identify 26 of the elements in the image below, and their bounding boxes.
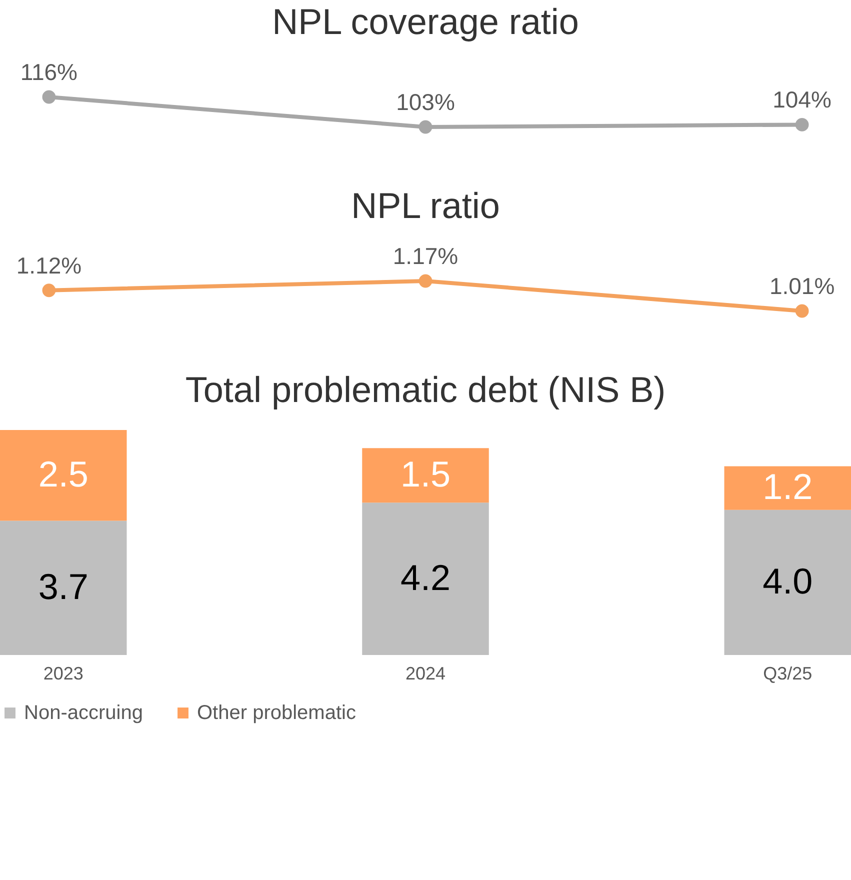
legend-label: Non-accruing <box>24 702 143 724</box>
data-label: 1.5 <box>400 453 451 494</box>
chart-title: NPL coverage ratio <box>272 1 579 42</box>
data-label: 2.5 <box>38 453 88 494</box>
chart-title: NPL ratio <box>351 185 500 226</box>
data-label: 116% <box>20 59 78 85</box>
bar <box>724 510 851 655</box>
x-tick-label: Q3/25 <box>763 664 812 684</box>
bar <box>724 466 851 510</box>
bar <box>362 502 489 655</box>
bar <box>362 448 489 503</box>
bar <box>0 430 127 521</box>
data-label: 1.01% <box>769 273 835 299</box>
chart-title: Total problematic debt (NIS B) <box>185 369 666 410</box>
x-tick-label: 2023 <box>43 664 84 684</box>
data-label: 1.12% <box>16 252 82 278</box>
data-label: 4.0 <box>762 560 813 602</box>
bar <box>0 520 127 655</box>
legend-label: Other problematic <box>197 702 356 724</box>
data-label: 1.2 <box>762 466 813 508</box>
data-label: 1.17% <box>392 243 458 269</box>
data-label: 4.2 <box>400 556 451 598</box>
data-label: 3.7 <box>38 566 88 607</box>
data-label: 104% <box>772 86 832 113</box>
data-label: 103% <box>396 89 455 115</box>
x-tick-label: 2024 <box>405 664 446 684</box>
